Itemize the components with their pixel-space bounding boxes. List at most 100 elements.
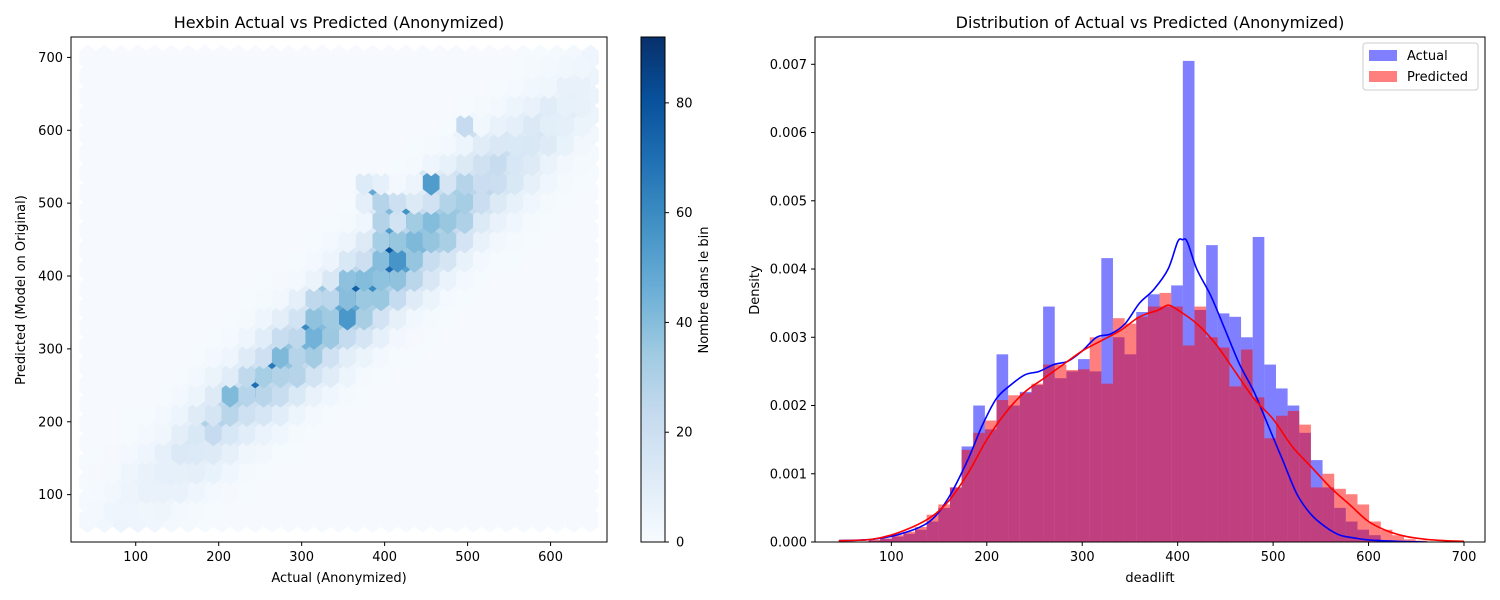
hexbin-cell	[540, 497, 557, 524]
hexbin-cell	[137, 54, 155, 80]
hexbin-cell	[137, 459, 155, 485]
hexbin-cell	[422, 189, 440, 215]
hexbin-cell	[489, 150, 507, 177]
hexbin-cell	[305, 478, 323, 505]
legend-label-actual: Actual	[1407, 49, 1448, 64]
hexbin-cell	[322, 362, 339, 389]
hexbin-cell	[305, 362, 323, 389]
hexbin-cell	[355, 150, 373, 177]
hexbin-cell	[288, 73, 306, 100]
hexbin-cell	[406, 497, 423, 524]
hexbin-cell	[154, 247, 172, 273]
hexbin-cell	[188, 324, 205, 350]
hexbin-cell	[573, 381, 591, 408]
distribution-title: Distribution of Actual vs Predicted (Ano…	[956, 13, 1345, 32]
hexbin-cell	[556, 92, 574, 119]
distribution-y-tick-label: 0.002	[770, 399, 807, 414]
distribution-y-tick-label: 0.003	[770, 331, 807, 346]
hexbin-cell	[188, 208, 205, 235]
hexbin-cell	[204, 247, 222, 273]
hexbin-cell	[389, 362, 407, 389]
hexbin-cell	[523, 150, 541, 177]
hexbin-cell	[456, 497, 474, 524]
hexbin-cell	[473, 266, 490, 292]
hexbin-cell	[322, 266, 339, 292]
hexbin-cell	[137, 131, 155, 158]
hexbin-cell	[121, 420, 138, 447]
hexbin-cell	[573, 304, 591, 331]
hexbin-cell	[422, 169, 440, 196]
hexbin-cell	[556, 285, 574, 312]
hexbin-cell	[355, 112, 373, 138]
histogram-bar-predicted	[1357, 504, 1370, 542]
hexbin-cell	[137, 92, 155, 119]
hexbin-cell	[355, 381, 373, 408]
hexbin-cell	[506, 208, 524, 235]
hexbin-cell	[389, 73, 407, 100]
hexbin-cell	[305, 439, 323, 466]
hexbin-cell	[473, 92, 490, 119]
hexbin-cell	[271, 381, 289, 408]
hexbin-cell	[305, 459, 323, 485]
hexbin-cell	[322, 497, 339, 524]
hexbin-cell	[556, 439, 574, 466]
hexbin-cell	[355, 304, 373, 331]
hexbin-cell	[238, 285, 256, 312]
hexbin-cell	[271, 401, 289, 427]
hexbin-cell	[271, 131, 289, 158]
hexbin-cell	[305, 401, 323, 427]
hexbin-cell	[556, 189, 574, 215]
hexbin-cell	[221, 304, 239, 331]
legend-label-predicted: Predicted	[1407, 70, 1468, 85]
hexbin-cell	[204, 401, 222, 427]
hexbin-cell	[439, 304, 457, 331]
hexbin-cell	[489, 459, 507, 485]
hexbin-cell	[540, 439, 557, 466]
hexbin-x-label: Actual (Anonymized)	[271, 571, 406, 586]
hexbin-cell	[154, 304, 172, 331]
hexbin-cell	[523, 73, 541, 100]
colorbar-label: Nombre dans le bin	[697, 227, 712, 354]
colorbar-tick-label: 40	[676, 316, 693, 331]
hexbin-cell	[473, 324, 490, 350]
distribution-chart: Distribution of Actual vs Predicted (Ano…	[748, 13, 1486, 586]
hexbin-cell	[238, 420, 256, 447]
hexbin-cell	[87, 150, 105, 177]
hexbin-cell	[154, 401, 172, 427]
hexbin-cell	[288, 266, 306, 292]
hexbin-cell	[322, 169, 339, 196]
hexbin-y-tick-label: 500	[38, 197, 63, 212]
hexbin-x-tick-label: 100	[123, 550, 148, 565]
histogram-bar-predicted	[938, 504, 950, 542]
hexbin-cell	[104, 478, 122, 505]
hexbin-cell	[473, 73, 490, 100]
histogram-bar-predicted	[1078, 369, 1090, 542]
hexbin-cell	[104, 92, 122, 119]
hexbin-cell	[154, 73, 172, 100]
hexbin-cell	[288, 324, 306, 350]
hexbin-cell	[154, 439, 172, 466]
hexbin-cell	[238, 381, 256, 408]
hexbin-cell	[422, 324, 440, 350]
hexbin-cell	[473, 459, 490, 485]
hexbin-cell	[506, 362, 524, 389]
hexbin-cell	[339, 362, 356, 389]
histogram-bar-predicted	[996, 400, 1009, 542]
hexbin-cell	[238, 304, 256, 331]
hexbin-cell	[389, 401, 407, 427]
hexbin-cell	[556, 227, 574, 254]
hexbin-cell	[523, 227, 541, 254]
hexbin-cell	[104, 401, 122, 427]
hexbin-cell	[171, 381, 189, 408]
hexbin-cell	[288, 150, 306, 177]
hexbin-cell	[255, 92, 272, 119]
hexbin-cell	[439, 189, 457, 215]
hexbin-cell	[406, 285, 423, 312]
hexbin-cell	[406, 324, 423, 350]
hexbin-cell	[121, 324, 138, 350]
hexbin-cell	[506, 459, 524, 485]
hexbin-cell	[540, 227, 557, 254]
hexbin-cell	[221, 208, 239, 235]
hexbin-cell	[288, 131, 306, 158]
hexbin-cell	[439, 73, 457, 100]
